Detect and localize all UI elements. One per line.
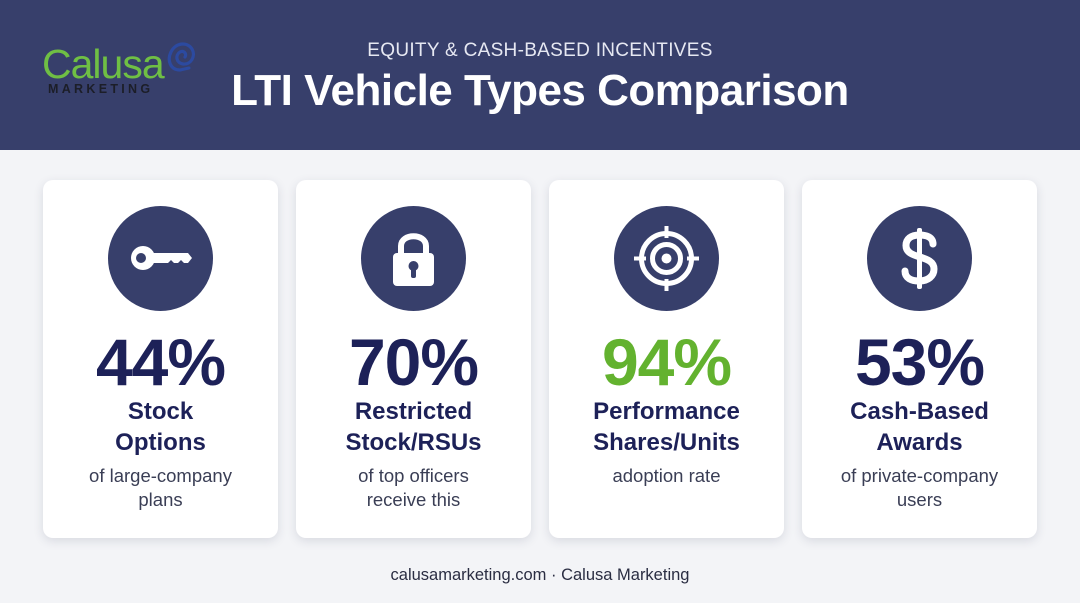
- calusa-logo[interactable]: Calusa MARKETING: [42, 38, 202, 100]
- card-label-line: Restricted: [354, 398, 473, 425]
- footer-credit[interactable]: calusamarketing.com · Calusa Marketing: [390, 566, 690, 584]
- card-description-line: plans: [138, 489, 183, 510]
- icon-badge: [867, 206, 972, 311]
- nautilus-shell-icon: [167, 42, 195, 72]
- card-label: Stock Options: [43, 396, 278, 458]
- card-description: of large-company plans: [53, 464, 268, 512]
- card-label: Performance Shares/Units: [549, 396, 784, 458]
- icon-badge: [108, 206, 213, 311]
- card-label-line: Performance: [593, 398, 740, 425]
- card-description-line: receive this: [366, 489, 461, 510]
- card-label-line: Stock: [127, 398, 194, 425]
- card-label-line: Awards: [876, 429, 963, 456]
- stat-value: 94%: [601, 325, 732, 399]
- card-description-line: of large-company: [89, 465, 232, 486]
- card-description-line: users: [896, 489, 943, 510]
- stat-value: 53%: [854, 325, 985, 399]
- card-stock-options: 44% Stock Options of large-company plans: [43, 180, 278, 538]
- card-cash-based-awards: 53% Cash-Based Awards of private-company…: [802, 180, 1037, 538]
- card-restricted-stock: 70% Restricted Stock/RSUs of top officer…: [296, 180, 531, 538]
- card-description-line: adoption rate: [612, 465, 721, 486]
- card-label-line: Shares/Units: [593, 429, 740, 456]
- card-performance-shares: 94% Performance Shares/Units adoption ra…: [549, 180, 784, 538]
- stat-value: 70%: [348, 325, 479, 399]
- card-description: adoption rate: [559, 464, 774, 488]
- logo-wordmark: Calusa: [42, 41, 165, 87]
- dollar-icon: [901, 228, 938, 289]
- card-description-line: of top officers: [358, 465, 469, 486]
- logo-subtext: MARKETING: [48, 82, 154, 96]
- header-banner: Calusa MARKETING EQUITY & CASH-BASED INC…: [0, 0, 1080, 150]
- stat-value: 44%: [95, 325, 226, 399]
- card-description: of top officers receive this: [306, 464, 521, 512]
- card-label-line: Stock/RSUs: [345, 429, 482, 456]
- card-label: Restricted Stock/RSUs: [296, 396, 531, 458]
- card-label-line: Options: [115, 429, 206, 456]
- icon-badge: [614, 206, 719, 311]
- card-label: Cash-Based Awards: [802, 396, 1037, 458]
- target-icon: [634, 226, 699, 291]
- icon-badge: [361, 206, 466, 311]
- page-subtitle: EQUITY & CASH-BASED INCENTIVES: [367, 40, 713, 61]
- card-description: of private-company users: [812, 464, 1027, 512]
- card-label-line: Cash-Based: [850, 398, 989, 425]
- page-title: LTI Vehicle Types Comparison: [231, 66, 849, 115]
- card-description-line: of private-company: [840, 465, 999, 486]
- key-icon: [131, 246, 192, 270]
- lock-icon: [393, 233, 434, 286]
